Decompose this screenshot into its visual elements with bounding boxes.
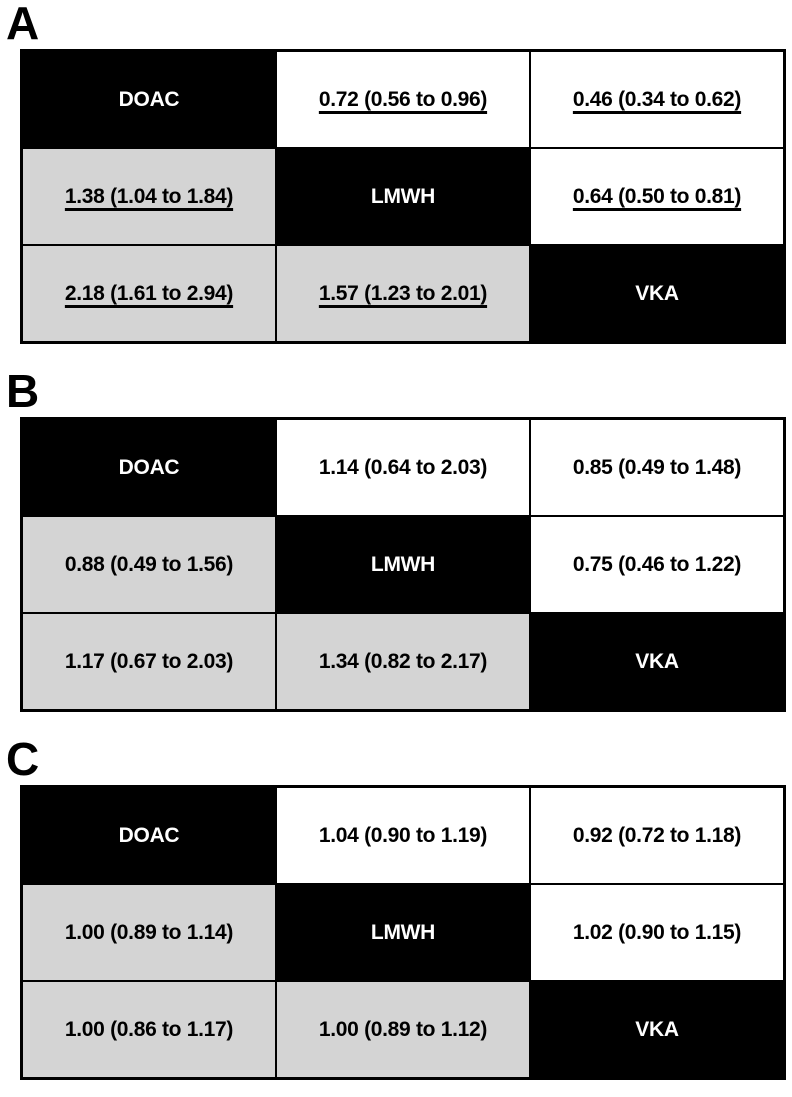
estimate-cell: 0.88 (0.49 to 1.56) bbox=[20, 515, 277, 615]
league-table-c: DOAC 1.04 (0.90 to 1.19) 0.92 (0.72 to 1… bbox=[20, 785, 786, 1081]
estimate-cell: 1.04 (0.90 to 1.19) bbox=[274, 785, 531, 886]
estimate-cell: 1.00 (0.89 to 1.12) bbox=[274, 980, 531, 1080]
treatment-cell-doac: DOAC bbox=[20, 49, 277, 150]
panel-c: C DOAC 1.04 (0.90 to 1.19) 0.92 (0.72 to… bbox=[0, 733, 792, 1081]
table-row: DOAC 0.72 (0.56 to 0.96) 0.46 (0.34 to 0… bbox=[20, 49, 786, 150]
estimate-cell: 0.85 (0.49 to 1.48) bbox=[528, 417, 786, 518]
treatment-cell-doac: DOAC bbox=[20, 785, 277, 886]
treatment-cell-doac: DOAC bbox=[20, 417, 277, 518]
estimate-cell: 1.00 (0.86 to 1.17) bbox=[20, 980, 277, 1080]
table-row: 1.17 (0.67 to 2.03) 1.34 (0.82 to 2.17) … bbox=[20, 612, 786, 712]
estimate-cell: 1.38 (1.04 to 1.84) bbox=[20, 147, 277, 247]
treatment-cell-vka: VKA bbox=[528, 244, 786, 344]
treatment-cell-lmwh: LMWH bbox=[274, 883, 531, 983]
panel-b: B DOAC 1.14 (0.64 to 2.03) 0.85 (0.49 to… bbox=[0, 365, 792, 713]
table-row: 0.88 (0.49 to 1.56) LMWH 0.75 (0.46 to 1… bbox=[20, 515, 786, 615]
estimate-cell: 0.64 (0.50 to 0.81) bbox=[528, 147, 786, 247]
table-row: DOAC 1.14 (0.64 to 2.03) 0.85 (0.49 to 1… bbox=[20, 417, 786, 518]
league-table-a: DOAC 0.72 (0.56 to 0.96) 0.46 (0.34 to 0… bbox=[20, 49, 786, 345]
estimate-cell: 1.02 (0.90 to 1.15) bbox=[528, 883, 786, 983]
panel-label: A bbox=[6, 0, 39, 49]
estimate-cell: 0.46 (0.34 to 0.62) bbox=[528, 49, 786, 150]
table-row: 1.38 (1.04 to 1.84) LMWH 0.64 (0.50 to 0… bbox=[20, 147, 786, 247]
treatment-cell-vka: VKA bbox=[528, 980, 786, 1080]
estimate-cell: 2.18 (1.61 to 2.94) bbox=[20, 244, 277, 344]
table-row: 1.00 (0.86 to 1.17) 1.00 (0.89 to 1.12) … bbox=[20, 980, 786, 1080]
estimate-cell: 0.72 (0.56 to 0.96) bbox=[274, 49, 531, 150]
treatment-cell-lmwh: LMWH bbox=[274, 515, 531, 615]
table-row: DOAC 1.04 (0.90 to 1.19) 0.92 (0.72 to 1… bbox=[20, 785, 786, 886]
estimate-cell: 1.34 (0.82 to 2.17) bbox=[274, 612, 531, 712]
estimate-cell: 1.57 (1.23 to 2.01) bbox=[274, 244, 531, 344]
estimate-cell: 0.75 (0.46 to 1.22) bbox=[528, 515, 786, 615]
panel-label: B bbox=[6, 365, 39, 418]
table-row: 2.18 (1.61 to 2.94) 1.57 (1.23 to 2.01) … bbox=[20, 244, 786, 344]
estimate-cell: 1.17 (0.67 to 2.03) bbox=[20, 612, 277, 712]
estimate-cell: 0.92 (0.72 to 1.18) bbox=[528, 785, 786, 886]
league-table-b: DOAC 1.14 (0.64 to 2.03) 0.85 (0.49 to 1… bbox=[20, 417, 786, 713]
treatment-cell-vka: VKA bbox=[528, 612, 786, 712]
panel-a: A DOAC 0.72 (0.56 to 0.96) 0.46 (0.34 to… bbox=[0, 0, 792, 345]
panel-label: C bbox=[6, 733, 39, 786]
table-row: 1.00 (0.89 to 1.14) LMWH 1.02 (0.90 to 1… bbox=[20, 883, 786, 983]
treatment-cell-lmwh: LMWH bbox=[274, 147, 531, 247]
estimate-cell: 1.14 (0.64 to 2.03) bbox=[274, 417, 531, 518]
estimate-cell: 1.00 (0.89 to 1.14) bbox=[20, 883, 277, 983]
